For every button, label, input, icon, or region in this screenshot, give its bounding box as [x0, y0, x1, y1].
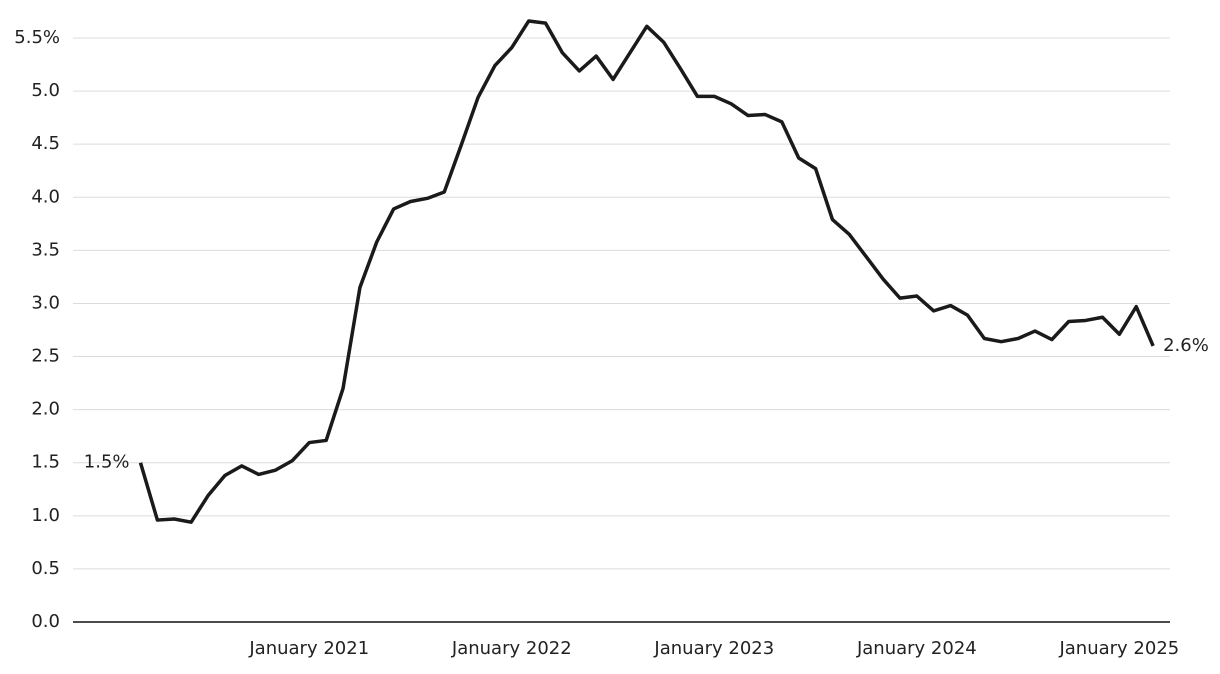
x-tick-label: January 2022: [451, 638, 572, 659]
x-tick-label: January 2024: [856, 638, 977, 659]
value-label: 2.6%: [1163, 335, 1209, 356]
y-tick-label: 1.0: [31, 505, 60, 526]
y-tick-label: 5.0: [31, 80, 60, 101]
y-tick-label: 2.0: [31, 399, 60, 420]
y-tick-label: 5.5%: [14, 27, 60, 48]
y-tick-label: 4.5: [31, 133, 60, 154]
y-tick-label: 1.5: [31, 452, 60, 473]
y-tick-label: 0.0: [31, 611, 60, 632]
x-tick-label: January 2025: [1058, 638, 1179, 659]
value-label: 1.5%: [84, 452, 130, 473]
x-tick-label: January 2021: [248, 638, 369, 659]
y-tick-label: 2.5: [31, 346, 60, 367]
y-tick-label: 0.5: [31, 558, 60, 579]
y-tick-label: 3.0: [31, 292, 60, 313]
y-tick-label: 4.0: [31, 186, 60, 207]
line: [138, 19, 1155, 524]
y-tick-label: 3.5: [31, 239, 60, 260]
x-tick-label: January 2023: [653, 638, 774, 659]
